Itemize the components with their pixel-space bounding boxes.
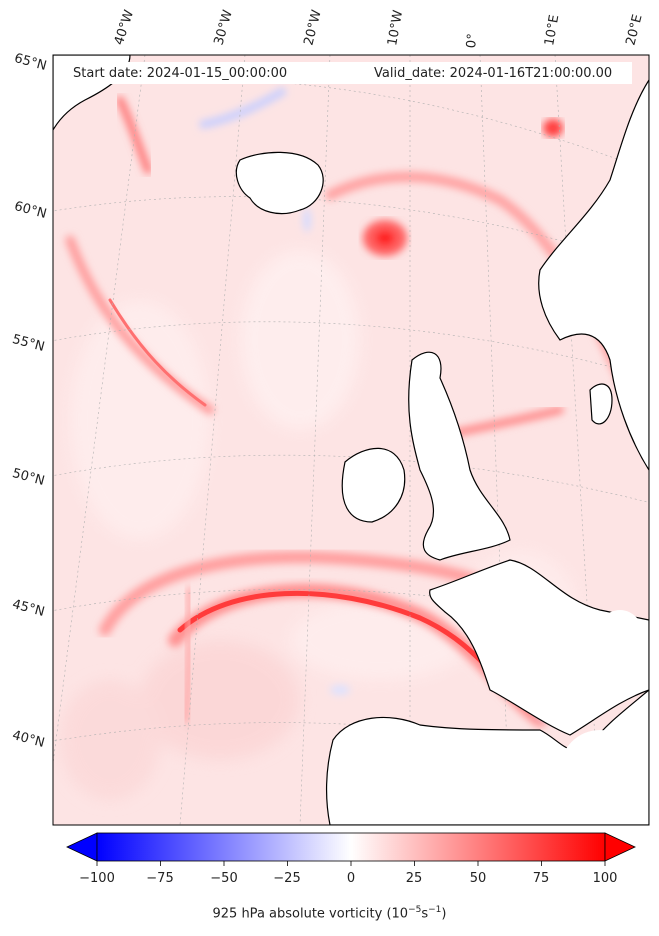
colorbar-label-exponent: −1 [428,905,442,915]
ireland [341,447,406,523]
colorbar-tick-label: −25 [273,871,301,886]
colorbar-gradient [96,832,606,862]
colorbar-label-close: ) [441,906,447,922]
lon-label-0: 0° [464,32,481,49]
colorbar-tick-label: −100 [79,871,115,886]
colorbar-tick-label: 100 [592,871,618,886]
front-mid [99,551,506,636]
valid-date-label: Valid_date: 2024-01-16T21:00:00.00 [374,66,613,81]
front-west-core [108,298,207,407]
colorbar-tick-label: 75 [532,871,550,886]
colorbar-label: 925 hPa absolute vorticity (10−5s−1) [0,905,659,921]
colorbar-tick-label: 50 [469,871,487,886]
colorbar-extend-min [66,832,98,862]
colorbar-label-unit: s [421,906,429,922]
stamp-background [64,62,632,84]
land-gaps [560,190,645,810]
front-southern-core [177,590,503,683]
colorbar-extend-max [604,832,636,862]
front-west [65,235,215,415]
scandinavia [538,78,649,472]
colorbar-ticks [96,861,606,866]
colorbar-tick-label: −75 [146,871,174,886]
colorbar-tick-label: 25 [405,871,423,886]
colorbar-tick-label: 0 [346,871,356,886]
map-frame [52,54,650,826]
land-masses [53,55,649,825]
map-field [53,55,649,825]
colorbar-label-text: 925 hPa absolute vorticity (10 [212,906,409,922]
colorbar-tick-label: −50 [210,871,238,886]
low-pressure-centre [363,220,407,256]
colorbar-label-exponent: −5 [408,905,422,915]
norway-vortex [543,119,563,137]
colorbar [66,832,636,866]
denmark [589,383,613,425]
iceland [235,151,324,215]
france [429,559,649,736]
front-lower [181,586,194,724]
great-britain [408,351,511,561]
start-date-label: Start date: 2024-01-15_00:00:00 [73,66,288,81]
vorticity-mottling [60,250,580,800]
